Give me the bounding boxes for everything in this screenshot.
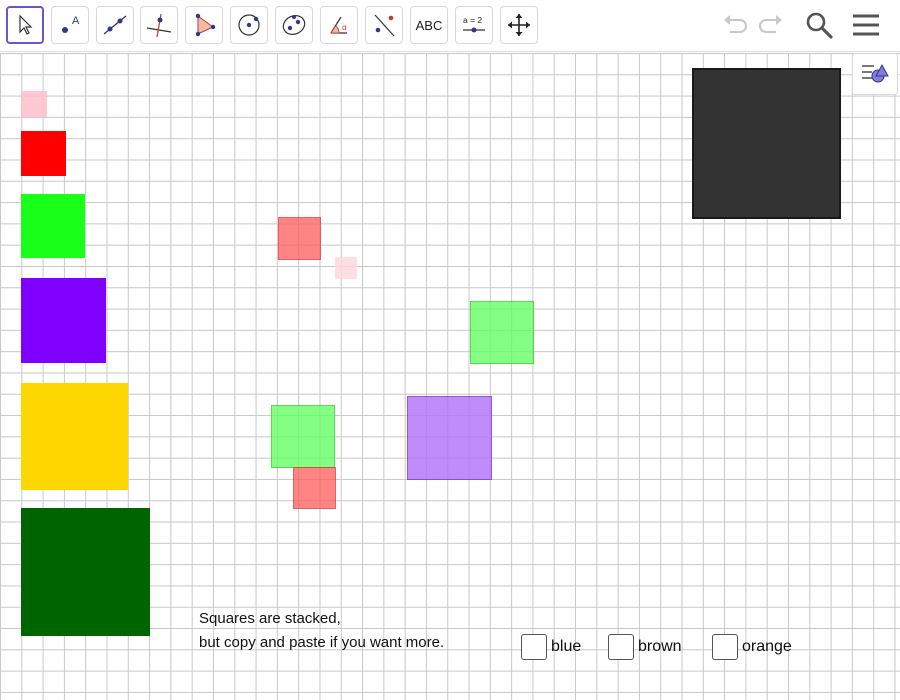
undo-button[interactable]	[718, 8, 752, 42]
slider-tool[interactable]: a = 2	[455, 6, 493, 44]
square-yellow[interactable]	[21, 383, 128, 490]
checkbox-brown[interactable]: brown	[608, 634, 682, 660]
square-pink-small[interactable]	[21, 91, 47, 117]
square-purple-translucent[interactable]	[407, 396, 492, 480]
redo-button[interactable]	[754, 8, 788, 42]
search-button[interactable]	[802, 8, 836, 42]
style-bar-toggle-icon	[862, 63, 889, 83]
circle-icon	[238, 14, 260, 36]
graphics-view[interactable]	[0, 53, 900, 700]
square-pink-translucent[interactable]	[335, 257, 357, 279]
square-purple[interactable]	[21, 278, 106, 363]
square-green[interactable]	[21, 194, 85, 258]
point-tool[interactable]: A	[51, 6, 89, 44]
reflect-tool[interactable]	[365, 6, 403, 44]
move-view-icon	[508, 14, 530, 36]
circle-tool[interactable]	[230, 6, 268, 44]
checkbox-brown-label: brown	[638, 638, 682, 655]
line-icon	[103, 15, 127, 35]
checkbox-orange-label: orange	[742, 638, 792, 655]
toolbar: A α	[0, 0, 900, 52]
checkbox-blue-label: blue	[551, 638, 582, 655]
checkbox-orange[interactable]: orange	[712, 634, 792, 660]
perpendicular-tool[interactable]	[140, 6, 178, 44]
angle-tool[interactable]: α	[320, 6, 358, 44]
square-red[interactable]	[21, 131, 66, 176]
instruction-text: Squares are stacked, but copy and paste …	[199, 607, 444, 655]
checkbox-orange-box[interactable]	[712, 634, 738, 660]
checkbox-blue[interactable]: blue	[521, 634, 581, 660]
style-bar-toggle[interactable]	[852, 53, 898, 95]
square-green-translucent-1[interactable]	[470, 301, 534, 364]
angle-tool-label: α	[342, 23, 347, 32]
point-icon: A	[62, 15, 80, 33]
move-view-tool[interactable]	[500, 6, 538, 44]
square-dark-green[interactable]	[21, 508, 150, 636]
reflect-icon	[374, 14, 395, 37]
ellipse-icon	[282, 15, 306, 35]
search-icon	[806, 12, 833, 39]
square-red-translucent-1[interactable]	[278, 217, 321, 260]
text-tool[interactable]: ABC	[410, 6, 448, 44]
redo-icon	[759, 15, 782, 33]
line-tool[interactable]	[96, 6, 134, 44]
instruction-line-1: Squares are stacked,	[199, 610, 341, 627]
polygon-icon	[195, 13, 216, 37]
point-tool-label: A	[72, 15, 80, 27]
checkbox-blue-box[interactable]	[521, 634, 547, 660]
slider-tool-label: a = 2	[463, 15, 482, 25]
angle-icon: α	[330, 16, 347, 34]
square-black[interactable]	[692, 68, 841, 219]
square-green-translucent-2[interactable]	[271, 405, 335, 468]
menu-button[interactable]	[849, 8, 883, 42]
hamburger-menu-icon	[853, 14, 879, 36]
ellipse-tool[interactable]	[275, 6, 313, 44]
undo-icon	[724, 15, 747, 33]
checkbox-brown-box[interactable]	[608, 634, 634, 660]
square-red-translucent-2[interactable]	[293, 467, 336, 509]
instruction-line-2: but copy and paste if you want more.	[199, 634, 445, 651]
cursor-arrow-icon	[19, 14, 33, 35]
text-tool-label: ABC	[415, 17, 443, 33]
perpendicular-line-icon	[146, 13, 172, 38]
polygon-tool[interactable]	[185, 6, 223, 44]
slider-icon: a = 2	[463, 15, 485, 33]
move-tool[interactable]	[6, 6, 44, 44]
